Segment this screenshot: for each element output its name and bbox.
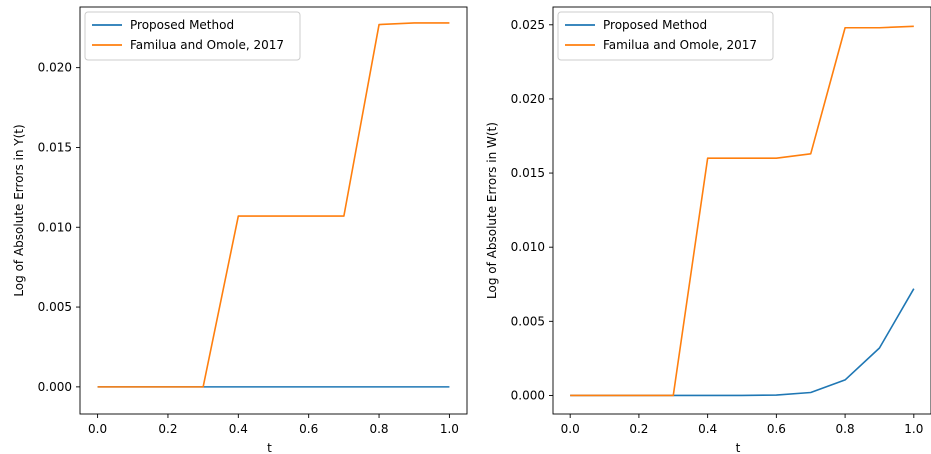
right-y-tick-label: 0.015 [511,166,545,180]
left-y-tick-label: 0.010 [38,220,72,234]
right-plot-area: 0.0 0.2 0.4 0.6 0.8 1.0 0.000 0.005 0.010 0.015 0.… [511,6,931,436]
right-subplot: 0.0 0.2 0.4 0.6 0.8 1.0 0.000 0.005 0.010 0.015 0.… [485,6,931,454]
right-y-tick-label: 0.005 [511,314,545,328]
left-legend-box [84,11,301,61]
right-y-tick-label: 0.020 [511,92,545,106]
right-y-tick-label: 0.025 [511,18,545,32]
left-y-tick-label: 0.020 [38,61,72,75]
left-legend: Proposed Method Familua and Omole, 2017 [84,11,301,61]
left-y-axis-label: Log of Absolute Errors in Y(t) [12,124,26,296]
left-subplot: 0.0 0.2 0.4 0.6 0.8 1.0 0.000 0.005 0.010 0.015 0.… [12,6,468,454]
left-legend-label-proposed: Proposed Method [130,18,234,32]
right-legend-box [557,11,774,61]
left-x-tick-label: 1.0 [440,422,459,436]
right-y-tick-label: 0.000 [511,388,545,402]
right-x-tick-label: 0.8 [836,422,855,436]
left-series-line-familua [97,22,450,388]
left-x-tick-label: 0.2 [158,422,177,436]
right-x-tick-label: 0.6 [767,422,786,436]
right-x-axis-label: t [736,441,741,454]
right-x-tick-label: 0.4 [698,422,717,436]
left-x-tick-label: 0.8 [369,422,388,436]
left-axes-frame [79,6,468,415]
left-plot-area: 0.0 0.2 0.4 0.6 0.8 1.0 0.000 0.005 0.010 0.015 0.… [38,6,468,436]
right-x-tick-label: 0.0 [561,422,580,436]
left-y-tick-label: 0.015 [38,140,72,154]
left-x-tick-label: 0.6 [299,422,318,436]
right-series-line-familua [570,25,914,397]
left-legend-label-familua: Familua and Omole, 2017 [130,38,284,52]
right-x-tick-label: 1.0 [904,422,923,436]
right-y-tick-label: 0.010 [511,240,545,254]
left-y-tick-label: 0.005 [38,300,72,314]
right-x-tick-label: 0.2 [629,422,648,436]
left-x-tick-label: 0.4 [229,422,248,436]
right-legend: Proposed Method Familua and Omole, 2017 [557,11,774,61]
right-y-axis-label: Log of Absolute Errors in W(t) [485,122,499,299]
left-x-tick-label: 0.0 [88,422,107,436]
left-x-axis-label: t [267,441,272,454]
right-axes-frame [552,6,931,415]
right-legend-label-proposed: Proposed Method [603,18,707,32]
left-y-tick-label: 0.000 [38,380,72,394]
right-legend-label-familua: Familua and Omole, 2017 [603,38,757,52]
